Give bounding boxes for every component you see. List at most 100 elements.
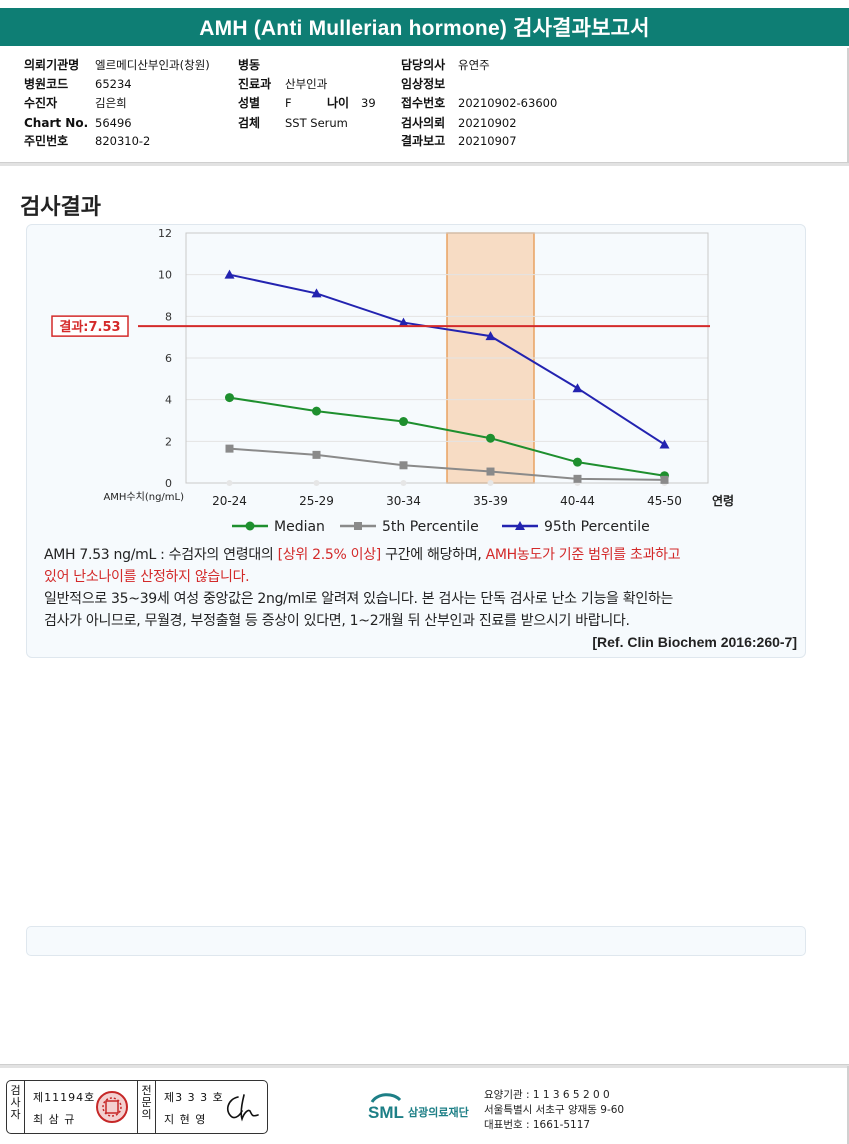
y-axis-label: AMH수치(ng/mL) [103,491,184,503]
data-point [486,433,495,443]
footer-border-right [847,1066,849,1144]
org-address: 서울특별시 서초구 양재동 9-60 [484,1104,625,1116]
x-axis-label: 연령 [712,493,734,508]
x-tick-label: 40-44 [560,494,595,508]
data-point [312,406,321,416]
amh-chart: 0 2 4 6 8 10 12 20-24 25-29 30-34 35-39 40-44 45-50 A… [51,227,734,535]
age-value: 39 [361,96,376,110]
org-phone: 대표번호 : 1661-5117 [484,1119,591,1131]
org-info: 요양기관 : 1 1 3 6 5 2 0 0 서울특별시 서초구 양재동 9-6… [484,1088,624,1133]
x-tick-mark [226,480,233,486]
info-row-5: 주민번호 820310-2 결과보고 20210907 [0,132,849,150]
data-point [224,269,235,279]
legend-marker [354,522,362,530]
report-title: AMH (Anti Mullerian hormone) 검사결과보고서 [0,8,849,46]
series-line-1 [229,447,665,481]
x-tick-mark [400,480,407,486]
org-code: 요양기관 : 1 1 3 6 5 2 0 0 [484,1089,610,1101]
result-percentile: [상위 2.5% 이상] [277,547,382,563]
data-point [399,461,408,470]
x-tick-label: 20-24 [212,494,247,508]
result-label: 결과:7.53 [59,319,120,335]
result-warning-1: AMH농도가 기준 범위를 초과하고 [485,547,681,563]
dept-value: 산부인과 [285,77,328,91]
data-point [660,475,669,484]
inspector-label: 검사자 [7,1081,25,1133]
y-tick-label: 2 [165,435,172,448]
dept-label: 진료과 [238,77,272,91]
code-label: 병원코드 [24,77,69,91]
info-row-3: 수진자 김은희 성별 F 나이 39 접수번호 20210902-63600 [0,94,849,112]
specialist-name: 지 현 영 [164,1113,207,1126]
section-title: 검사결과 [20,195,101,220]
y-tick-label: 12 [158,227,172,240]
comment-panel [26,926,806,956]
result-line-4: 검사가 아니므로, 무월경, 부정출혈 등 증상이 있다면, 1~2개월 뒤 산… [44,613,630,629]
chart-label: Chart No. [24,116,89,130]
result-line-1: AMH 7.53 ng/mL : 수검자의 연령대의 [상위 2.5% 이상] … [44,544,794,566]
x-tick-mark [487,480,494,486]
report-label: 결과보고 [401,134,446,148]
signature-icon [226,1094,259,1122]
footer-divider [0,1064,849,1068]
info-row-2: 병원코드 65234 진료과 산부인과 임상정보 [0,75,849,93]
inspector-name: 최 삼 규 [33,1113,76,1126]
data-point [225,393,234,403]
result-line-3: 일반적으로 35~39세 여성 중앙값은 2ng/ml로 알려져 있습니다. 본… [44,591,674,607]
signature-box: 검사자 제11194호 최 삼 규 전문의 제3 3 3 호 지 현 영 [6,1080,268,1134]
legend-label: Median [274,519,325,535]
y-tick-label: 10 [158,269,172,282]
data-point [573,474,582,483]
request-value: 20210902 [458,116,517,130]
doctor-label: 담당의사 [401,58,446,72]
name-label: 수진자 [24,96,58,110]
chart-value: 56496 [95,116,132,130]
data-point [311,288,322,298]
legend-marker [515,521,525,530]
info-row-1: 의뢰기관명 엘르메디산부인과(창원) 병동 담당의사 유연주 [0,56,849,74]
org-name: 삼광의료재단 [408,1106,469,1119]
id-value: 820310-2 [95,134,151,148]
legend-label: 95th Percentile [544,519,650,535]
specialist-label: 전문의 [138,1081,156,1133]
code-value: 65234 [95,77,132,91]
x-tick-label: 30-34 [386,494,421,508]
hospital-label: 의뢰기관명 [24,58,80,72]
data-point [399,417,408,427]
data-point [572,383,583,393]
data-point [486,467,495,476]
sex-value: F [285,96,292,110]
result-line-1c: 구간에 해당하며, [380,547,486,563]
sign-box-separator [137,1081,138,1133]
receipt-label: 접수번호 [401,96,446,110]
header-divider [0,162,849,166]
plot-frame [185,232,709,484]
specialist-number: 제3 3 3 호 [164,1091,224,1104]
x-tick-label: 35-39 [473,494,508,508]
data-point [573,457,582,467]
specimen-label: 검체 [238,116,261,130]
result-label-box [51,315,129,337]
clinical-label: 임상정보 [401,77,446,91]
age-label: 나이 [327,96,350,110]
legend-marker [245,521,255,531]
hospital-value: 엘르메디산부인과(창원) [95,58,210,72]
info-row-4: Chart No. 56496 검체 SST Serum 검사의뢰 202109… [0,114,849,132]
result-description: AMH 7.53 ng/mL : 수검자의 연령대의 [상위 2.5% 이상] … [44,544,794,632]
inspector-number: 제11194호 [33,1091,96,1104]
name-value: 김은희 [95,96,127,110]
sml-logo-icon: SML [368,1093,404,1122]
data-point [312,450,321,459]
y-tick-label: 4 [165,394,172,407]
y-tick-label: 6 [165,352,172,365]
patient-info: 의뢰기관명 엘르메디산부인과(창원) 병동 담당의사 유연주 병원코드 6523… [0,54,849,166]
series-line-0 [229,396,665,477]
ward-label: 병동 [238,58,261,72]
y-tick-label: 0 [165,477,172,490]
receipt-value: 20210902-63600 [458,96,558,110]
data-point [398,317,409,327]
x-tick-label: 25-29 [299,494,334,508]
data-point [659,439,670,449]
reference: [Ref. Clin Biochem 2016:260-7] [592,634,797,650]
x-tick-label: 45-50 [647,494,682,508]
